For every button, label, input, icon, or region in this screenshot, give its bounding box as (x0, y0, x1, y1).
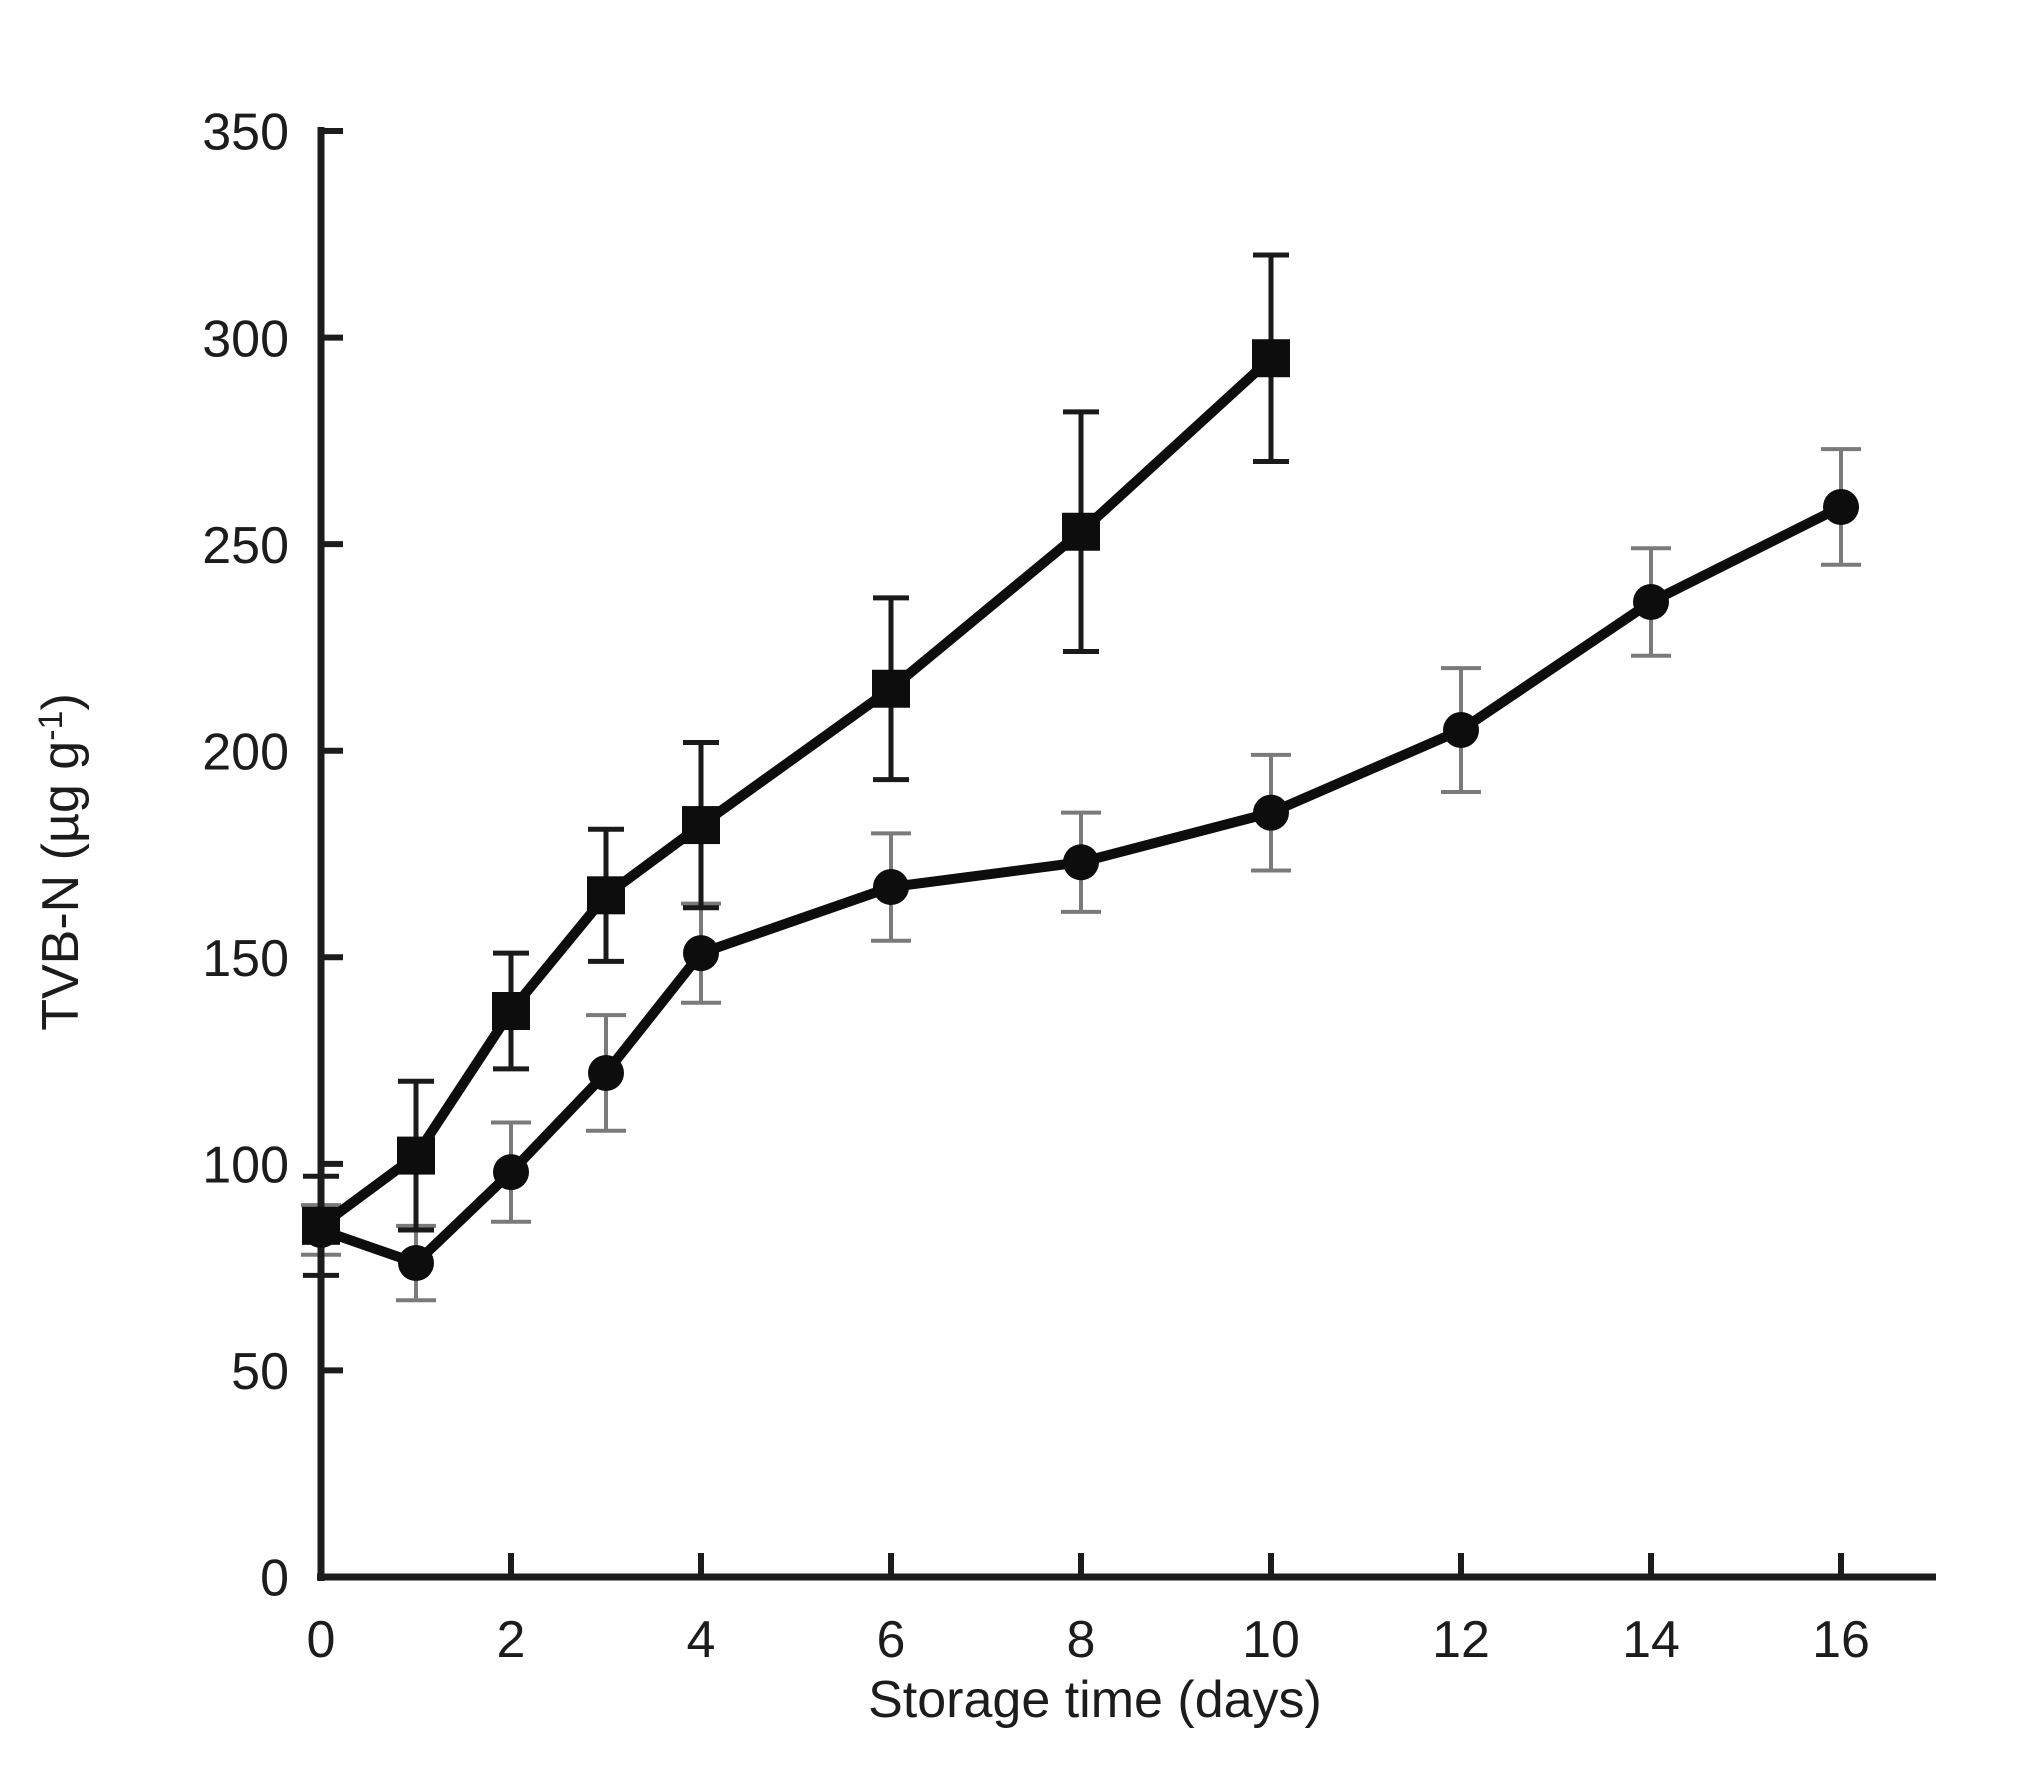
data-point-circle (1633, 583, 1669, 620)
series-line-squares (318, 354, 1275, 1230)
y-axis-tick-label: 150 (202, 930, 289, 988)
series-layer (302, 339, 1859, 1282)
x-axis-tick-label: 14 (1622, 1611, 1680, 1669)
y-axis-tick-label: 0 (260, 1550, 289, 1608)
tick-labels-layer: 0 50 100 150 200 250 300 350 0 2 4 6 8 10 12 14 16 (202, 104, 1870, 1669)
y-axis-tick-label: 100 (202, 1137, 289, 1195)
data-point-circle (398, 1245, 434, 1282)
data-point-square (397, 1136, 435, 1175)
data-point-circle (493, 1154, 529, 1191)
data-point-square (492, 991, 530, 1030)
data-point-square (682, 806, 720, 845)
data-point-circle (1253, 794, 1289, 831)
data-point-circle (1443, 712, 1479, 749)
data-point-circle (873, 869, 909, 906)
data-point-square (302, 1206, 340, 1245)
data-point-circle (588, 1054, 624, 1091)
x-axis-tick-label: 8 (1067, 1611, 1096, 1669)
data-point-circle (1823, 488, 1859, 525)
data-point-circle (1063, 844, 1099, 881)
data-point-square (587, 876, 625, 915)
x-axis-tick-label: 0 (307, 1611, 336, 1669)
y-axis-tick-label: 300 (202, 310, 289, 368)
y-axis-tick-label: 350 (202, 104, 289, 162)
data-point-square (1252, 339, 1290, 378)
x-axis-tick-label: 6 (877, 1611, 906, 1669)
y-axis-tick-label: 50 (231, 1343, 289, 1401)
y-axis-title: TVB-N (µg g-1) (32, 693, 90, 1031)
axes-layer (317, 127, 1936, 1581)
x-axis-tick-label: 12 (1432, 1611, 1490, 1669)
y-axis-tick-label: 250 (202, 517, 289, 575)
x-axis-tick-label: 16 (1812, 1611, 1870, 1669)
data-point-circle (683, 935, 719, 972)
y-axis-tick-label: 200 (202, 723, 289, 781)
data-point-square (1062, 512, 1100, 551)
x-axis-title: Storage time (days) (868, 1671, 1322, 1729)
data-point-square (872, 669, 910, 708)
x-axis-tick-label: 10 (1242, 1611, 1300, 1669)
x-axis-tick-label: 4 (687, 1611, 716, 1669)
x-axis-tick-label: 2 (497, 1611, 526, 1669)
